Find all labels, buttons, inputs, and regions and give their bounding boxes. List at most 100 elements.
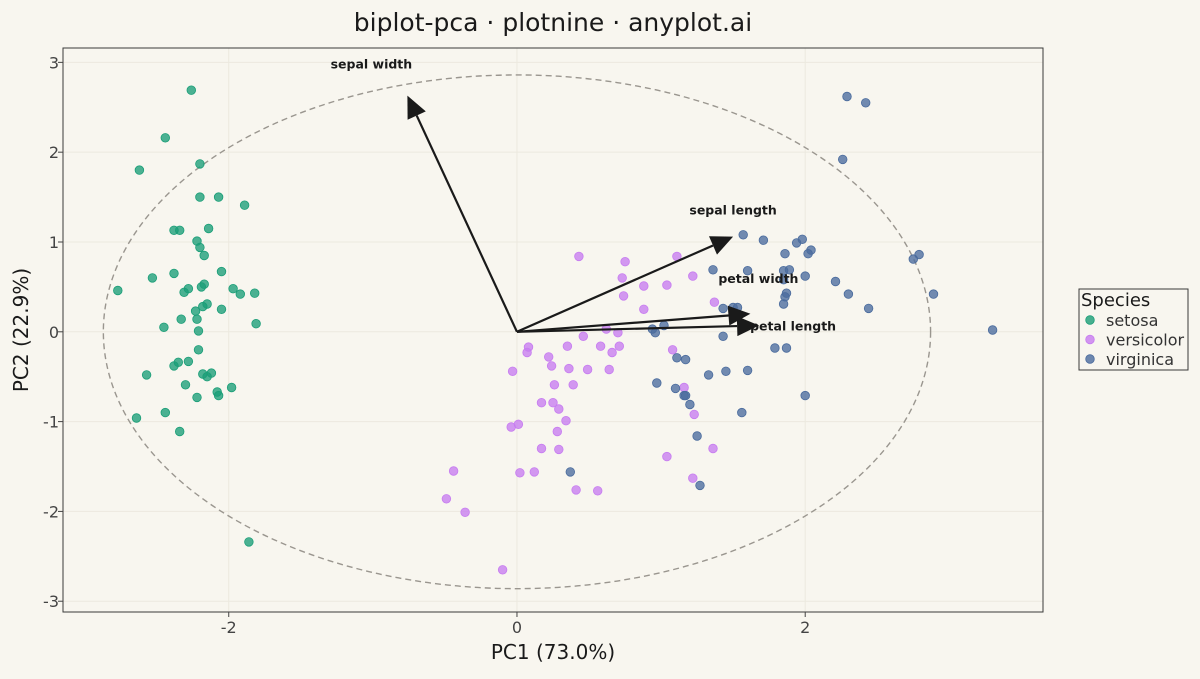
data-point: [708, 443, 718, 454]
data-point: [536, 443, 547, 454]
data-point: [770, 343, 780, 353]
data-point: [507, 366, 518, 377]
data-point: [195, 242, 205, 253]
data-point: [679, 382, 689, 393]
loading-arrow-head: [407, 95, 426, 120]
data-point: [672, 353, 682, 363]
loading-arrow-head: [736, 316, 760, 337]
data-point: [650, 328, 661, 338]
loading-arrow-head: [727, 305, 751, 326]
legend-item-virginica: virginica: [1085, 350, 1174, 369]
data-point: [192, 314, 202, 324]
data-point: [652, 378, 662, 388]
data-point: [582, 364, 593, 375]
y-axis-label: PC2 (22.9%): [9, 268, 33, 392]
data-point: [193, 345, 204, 355]
legend-item-setosa: setosa: [1085, 311, 1158, 330]
data-point: [703, 370, 714, 380]
data-point: [738, 230, 748, 240]
data-point: [159, 322, 169, 333]
data-point: [562, 341, 573, 351]
data-point: [778, 275, 789, 285]
data-point: [193, 326, 204, 336]
loading-arrow-shaft: [516, 324, 738, 333]
data-point: [554, 444, 564, 455]
data-point: [689, 409, 699, 420]
data-point: [548, 398, 558, 408]
y-tick-label: 0: [49, 323, 59, 342]
correlation-ellipse: [102, 74, 932, 590]
loading-arrow-shaft: [516, 244, 714, 333]
data-point: [737, 407, 747, 418]
data-point: [800, 271, 810, 281]
data-point: [718, 303, 728, 314]
y-tick-label: -3: [43, 592, 59, 611]
data-point: [183, 356, 194, 367]
data-point: [593, 486, 603, 496]
data-point: [843, 289, 854, 299]
data-point: [497, 565, 508, 575]
loading-petal-length: petal length: [516, 316, 836, 337]
y-tick-label: -1: [43, 413, 59, 432]
data-point: [695, 480, 705, 491]
y-tick-label: -2: [43, 502, 59, 521]
data-point: [192, 392, 202, 403]
data-point: [639, 304, 649, 315]
data-point: [203, 223, 214, 234]
data-point: [680, 390, 691, 401]
loading-arrow-shaft: [415, 115, 518, 333]
data-point: [662, 451, 672, 462]
data-point: [169, 268, 179, 279]
data-point: [578, 331, 589, 342]
data-point: [160, 133, 171, 143]
data-point: [522, 347, 532, 358]
loading-vectors: sepal length sepal width petal width petal …: [331, 57, 836, 337]
chart-title: biplot-pca · plotnine · anyplot.ai: [354, 8, 752, 37]
data-point: [251, 319, 261, 329]
x-tick-label: 2: [800, 618, 810, 637]
data-point: [709, 297, 720, 307]
data-point: [781, 343, 792, 353]
legend-label: versicolor: [1106, 331, 1184, 350]
data-point: [216, 266, 227, 277]
data-point: [199, 279, 209, 289]
data-point: [721, 366, 731, 377]
data-point: [742, 266, 753, 276]
data-point: [176, 314, 186, 324]
y-tick-label: 2: [49, 143, 59, 162]
loading-sepal-length: sepal length: [516, 203, 777, 333]
data-point: [620, 257, 630, 267]
data-point: [190, 306, 201, 316]
data-point: [688, 473, 698, 483]
x-tick-label: -2: [221, 618, 237, 637]
data-point: [803, 248, 813, 259]
legend-swatch: [1085, 315, 1095, 325]
plot-panel-border: [62, 47, 1044, 613]
data-points: [113, 85, 998, 575]
data-point: [639, 281, 649, 291]
data-point: [614, 341, 625, 351]
loading-arrow-shaft: [516, 314, 729, 333]
data-point: [908, 254, 919, 264]
data-point: [228, 284, 238, 294]
data-point: [928, 289, 939, 299]
x-tick-label: 0: [512, 618, 522, 637]
data-point: [226, 382, 237, 393]
data-point: [160, 407, 171, 418]
legend-swatch: [1085, 334, 1095, 345]
data-point: [758, 235, 769, 245]
x-axis-label: PC1 (73.0%): [491, 640, 615, 664]
legend-item-versicolor: versicolor: [1085, 331, 1184, 350]
data-point: [174, 426, 185, 437]
loading-label: petal length: [750, 319, 836, 334]
data-point: [565, 467, 576, 477]
data-point: [830, 276, 841, 287]
y-tick-label: 3: [49, 53, 59, 72]
series-setosa: [113, 85, 261, 547]
data-point: [552, 426, 563, 437]
y-axis-ticks: -3 -2 -1 0 1 2 3: [43, 53, 63, 611]
data-point: [179, 287, 189, 298]
